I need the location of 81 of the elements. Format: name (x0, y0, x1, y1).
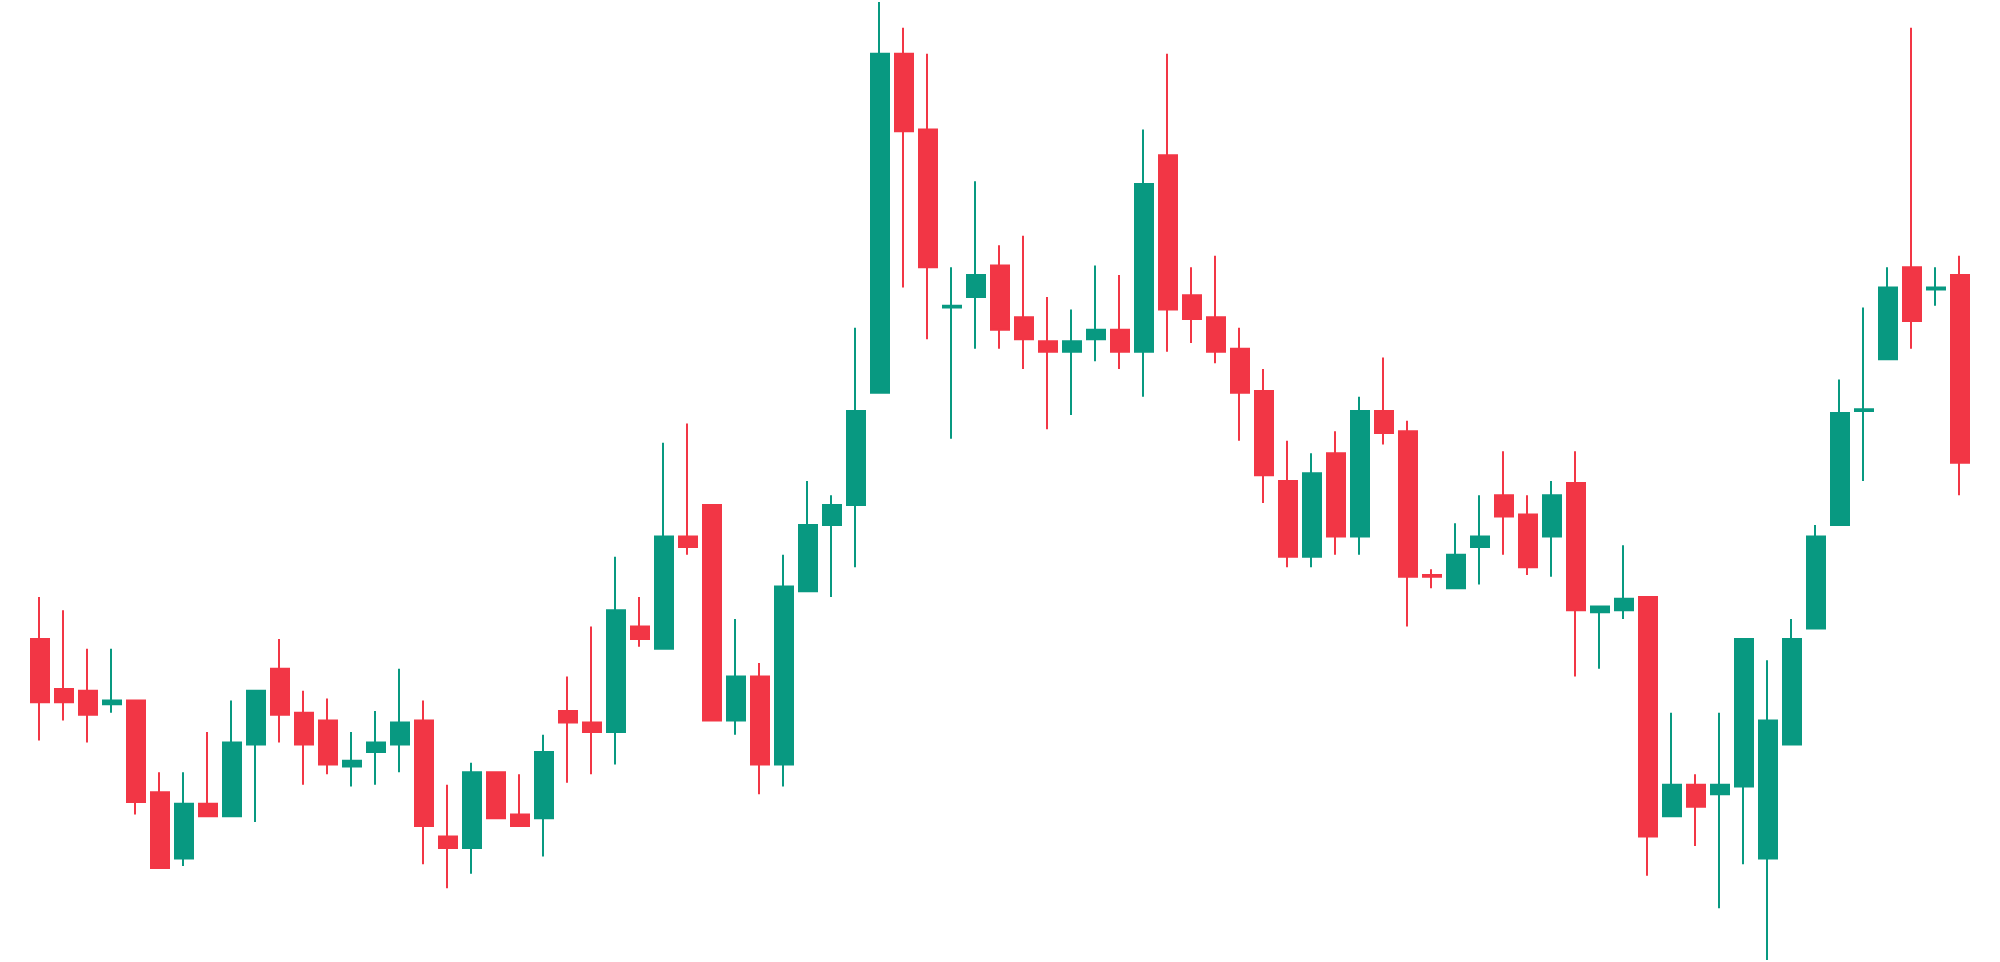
candlestick (942, 266, 962, 440)
candlestick (1470, 494, 1490, 586)
candlestick (150, 771, 170, 870)
candlestick (294, 689, 314, 786)
candlestick (1110, 274, 1130, 370)
candlestick (1686, 773, 1706, 847)
candlestick (1638, 595, 1658, 877)
candlestick (1086, 264, 1106, 363)
candlestick (1326, 430, 1346, 556)
candlestick (534, 733, 554, 858)
candlestick (198, 731, 218, 818)
candlestick (438, 783, 458, 890)
candlestick (774, 553, 794, 788)
candlestick (702, 503, 722, 722)
candlestick (222, 699, 242, 818)
candlestick (510, 773, 530, 827)
candlestick (1566, 450, 1586, 678)
candlestick (270, 638, 290, 744)
candlestick (1806, 524, 1826, 630)
candlestick (1158, 52, 1178, 353)
candlestick (1830, 378, 1850, 527)
candlestick (1854, 306, 1874, 482)
candlestick (1230, 326, 1250, 442)
candlestick (582, 625, 602, 776)
candlestick (1374, 356, 1394, 446)
candlestick (654, 441, 674, 650)
candlestick (1134, 128, 1154, 398)
candlestick (1182, 266, 1202, 345)
candlestick (822, 494, 842, 598)
candlestick (1446, 522, 1466, 590)
candlestick (990, 244, 1010, 350)
candlestick (1206, 254, 1226, 365)
candlestick (1614, 544, 1634, 620)
candlestick (870, 1, 890, 394)
candlestick (558, 675, 578, 784)
candlestick (1590, 605, 1610, 670)
candlestick (678, 422, 698, 556)
candlestick (174, 771, 194, 868)
candlestick (246, 689, 266, 824)
candlestick (102, 647, 122, 714)
candlestick (1542, 480, 1562, 578)
candlestick (1902, 26, 1922, 350)
candlestick (798, 480, 818, 593)
candlestick (366, 709, 386, 786)
candlestick (750, 662, 770, 796)
candlestick (1926, 266, 1946, 307)
candlestick (1710, 711, 1730, 910)
candlestick (1758, 659, 1778, 961)
candlestick (1014, 234, 1034, 370)
candlestick (1062, 308, 1082, 416)
candlestick (1950, 254, 1970, 497)
candlestick (30, 595, 50, 742)
candlestick (126, 699, 146, 816)
candlestick (846, 326, 866, 569)
candlestick (1878, 266, 1898, 361)
candlestick (606, 555, 626, 766)
candlestick (78, 647, 98, 744)
candlestick (1782, 617, 1802, 746)
candlestick (486, 771, 506, 820)
candlestick (1494, 450, 1514, 556)
candlestick (1518, 494, 1538, 576)
candlestick (726, 617, 746, 736)
candlestick (1254, 367, 1274, 505)
candlestick (630, 595, 650, 648)
candlestick (414, 699, 434, 866)
candlestick (54, 609, 74, 722)
candlestick (1038, 296, 1058, 431)
candlestick (1398, 419, 1418, 628)
candlestick (318, 697, 338, 776)
candlestick (1662, 711, 1682, 818)
candlestick (342, 731, 362, 788)
candlestick (462, 761, 482, 875)
candlestick (918, 52, 938, 341)
candlestick (1302, 452, 1322, 569)
candlestick (1734, 638, 1754, 866)
candlestick (894, 26, 914, 289)
candlestick (1278, 439, 1298, 569)
candlestick (390, 667, 410, 774)
candlestick (966, 180, 986, 350)
candlestick (1422, 568, 1442, 590)
candlestick (1350, 395, 1370, 556)
